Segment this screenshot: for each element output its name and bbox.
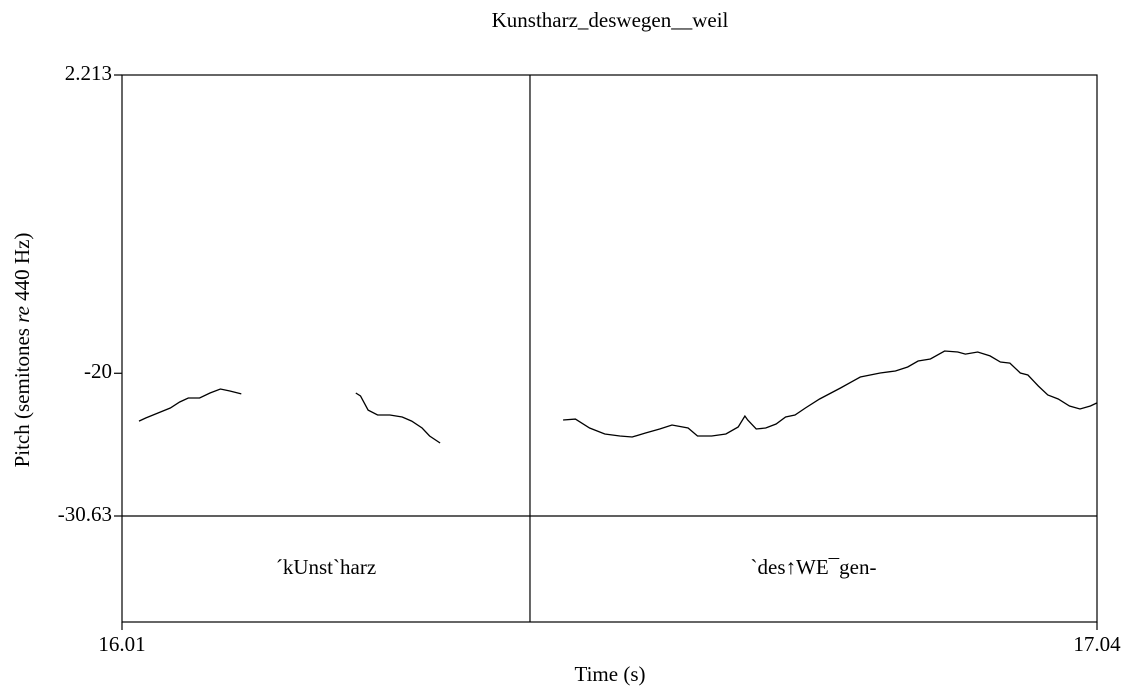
y-tick-label: -20: [84, 359, 112, 383]
x-axis-label: Time (s): [575, 662, 646, 686]
interval-label: `des↑WE¯gen-: [751, 555, 877, 579]
y-axis-label-part: Pitch (semitones: [10, 323, 34, 468]
y-axis-label-part: 440 Hz): [10, 233, 34, 306]
x-tick-label: 16.01: [98, 632, 145, 656]
interval-label: ´kUnst`harz: [276, 555, 376, 579]
y-axis-label: Pitch (semitones re 440 Hz): [10, 233, 34, 468]
y-tick-label: 2.213: [65, 61, 112, 85]
pitch-line: [138, 350, 1098, 444]
chart-title: Kunstharz_deswegen__weil: [492, 8, 729, 32]
x-tick-label: 17.04: [1073, 632, 1121, 656]
y-axis-label-part: re: [10, 306, 34, 323]
y-tick-label: -30.63: [58, 502, 112, 526]
plot-frame: [121, 74, 1098, 623]
